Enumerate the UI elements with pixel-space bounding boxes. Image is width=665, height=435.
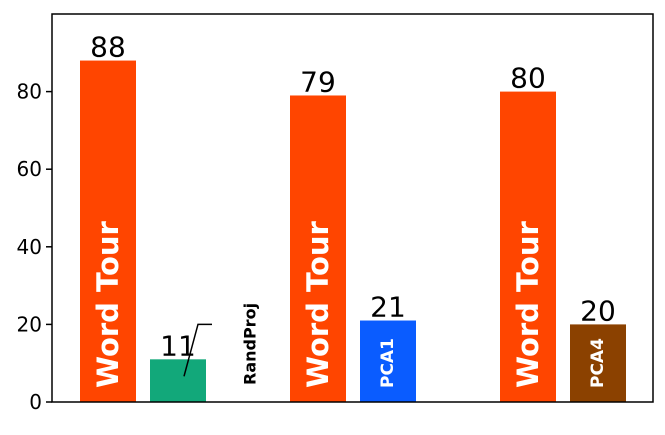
bars-layer [80, 60, 626, 403]
bar [500, 91, 556, 402]
bar-value-label: 20 [580, 294, 616, 327]
bar-name-label: Word Tour [91, 220, 125, 388]
leader-line [183, 323, 212, 377]
bar [570, 324, 626, 402]
bar-name-label: RandProj [241, 303, 260, 385]
bar-value-label: 79 [300, 65, 336, 98]
bar-name-label: Word Tour [511, 220, 545, 388]
labels-layer: 88 Word Tour 11 RandProj 79 Word Tour 21 PCA1 80… [90, 31, 616, 388]
bar [360, 320, 416, 402]
bar [150, 359, 206, 402]
bar-value-label: 21 [370, 291, 406, 324]
y-tick-label: 40 [17, 235, 42, 259]
bar-value-label: 11 [160, 329, 196, 362]
y-tick-label: 60 [17, 157, 42, 181]
bar-name-label: PCA4 [588, 338, 608, 388]
bar [290, 95, 346, 402]
bar-value-label: 88 [90, 31, 126, 64]
bar [80, 60, 136, 403]
y-tick-label: 20 [17, 312, 42, 336]
bar-value-label: 80 [510, 62, 546, 95]
y-axis: 0 20 40 60 80 [17, 80, 52, 414]
plot-frame [51, 13, 654, 403]
y-tick-label: 0 [29, 390, 42, 414]
y-tick-label: 80 [17, 80, 42, 104]
bar-name-label: Word Tour [301, 220, 335, 388]
bar-name-label: PCA1 [378, 338, 398, 388]
